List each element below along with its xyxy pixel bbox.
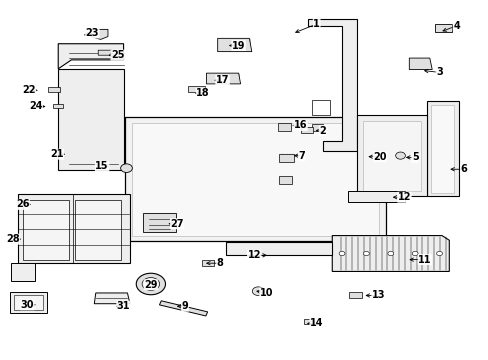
Text: 13: 13 (371, 291, 385, 301)
Polygon shape (91, 30, 108, 40)
Circle shape (338, 251, 344, 256)
Circle shape (142, 278, 159, 291)
Text: 12: 12 (247, 250, 261, 260)
Polygon shape (430, 105, 453, 193)
Text: 31: 31 (117, 301, 130, 311)
Bar (311, 124, 322, 131)
Polygon shape (206, 73, 240, 84)
Polygon shape (331, 235, 448, 271)
Polygon shape (48, 87, 60, 92)
Circle shape (121, 164, 132, 172)
Polygon shape (98, 50, 112, 55)
Circle shape (387, 251, 393, 256)
Polygon shape (132, 123, 378, 235)
Polygon shape (434, 24, 451, 32)
Bar (278, 176, 292, 184)
Polygon shape (427, 101, 458, 196)
Bar (277, 123, 291, 131)
Text: 14: 14 (309, 319, 323, 328)
Text: 7: 7 (298, 150, 305, 161)
Text: 5: 5 (411, 152, 418, 162)
Polygon shape (18, 194, 130, 263)
Text: 23: 23 (85, 28, 99, 38)
Text: 12: 12 (397, 192, 410, 202)
Polygon shape (225, 242, 331, 255)
Text: 8: 8 (216, 258, 223, 268)
Circle shape (252, 287, 264, 296)
Text: 17: 17 (215, 75, 229, 85)
Text: 10: 10 (259, 288, 273, 298)
Text: 26: 26 (16, 199, 29, 210)
Polygon shape (188, 86, 204, 92)
Text: 11: 11 (417, 255, 431, 265)
Polygon shape (307, 19, 356, 151)
Polygon shape (408, 58, 431, 69)
Text: 20: 20 (372, 152, 386, 162)
Text: 3: 3 (435, 67, 442, 77)
Circle shape (363, 251, 368, 256)
Text: 9: 9 (181, 301, 188, 311)
Bar (75, 201, 121, 260)
Bar (311, 100, 330, 116)
Polygon shape (58, 44, 123, 69)
Text: 18: 18 (196, 88, 209, 98)
Circle shape (395, 152, 405, 159)
Text: 28: 28 (6, 234, 20, 244)
Polygon shape (143, 213, 176, 232)
Polygon shape (356, 116, 427, 196)
Polygon shape (348, 292, 361, 298)
Text: 22: 22 (22, 85, 36, 95)
Bar (22, 201, 69, 260)
Text: 27: 27 (170, 219, 183, 229)
Bar (278, 154, 294, 162)
Polygon shape (125, 117, 385, 241)
Bar (14, 295, 42, 310)
Polygon shape (347, 192, 405, 202)
Text: 6: 6 (460, 164, 467, 174)
Polygon shape (201, 260, 214, 266)
Text: 1: 1 (313, 19, 319, 29)
Circle shape (411, 251, 417, 256)
Polygon shape (362, 121, 420, 191)
Text: 24: 24 (29, 102, 42, 112)
Circle shape (436, 251, 442, 256)
Bar (300, 127, 312, 134)
Polygon shape (53, 104, 63, 108)
Polygon shape (94, 293, 130, 304)
Text: 25: 25 (111, 50, 124, 60)
Polygon shape (217, 39, 251, 51)
Circle shape (136, 273, 165, 295)
Text: 16: 16 (293, 121, 306, 130)
Text: 15: 15 (95, 161, 109, 171)
Text: 4: 4 (452, 21, 459, 31)
Polygon shape (10, 292, 47, 313)
Text: 21: 21 (50, 149, 63, 159)
Polygon shape (304, 319, 313, 324)
Text: 19: 19 (231, 41, 245, 50)
Polygon shape (58, 69, 123, 170)
Text: 29: 29 (144, 280, 157, 290)
Text: 2: 2 (319, 126, 325, 135)
Text: 30: 30 (20, 300, 34, 310)
Polygon shape (159, 301, 207, 316)
Polygon shape (11, 263, 35, 281)
